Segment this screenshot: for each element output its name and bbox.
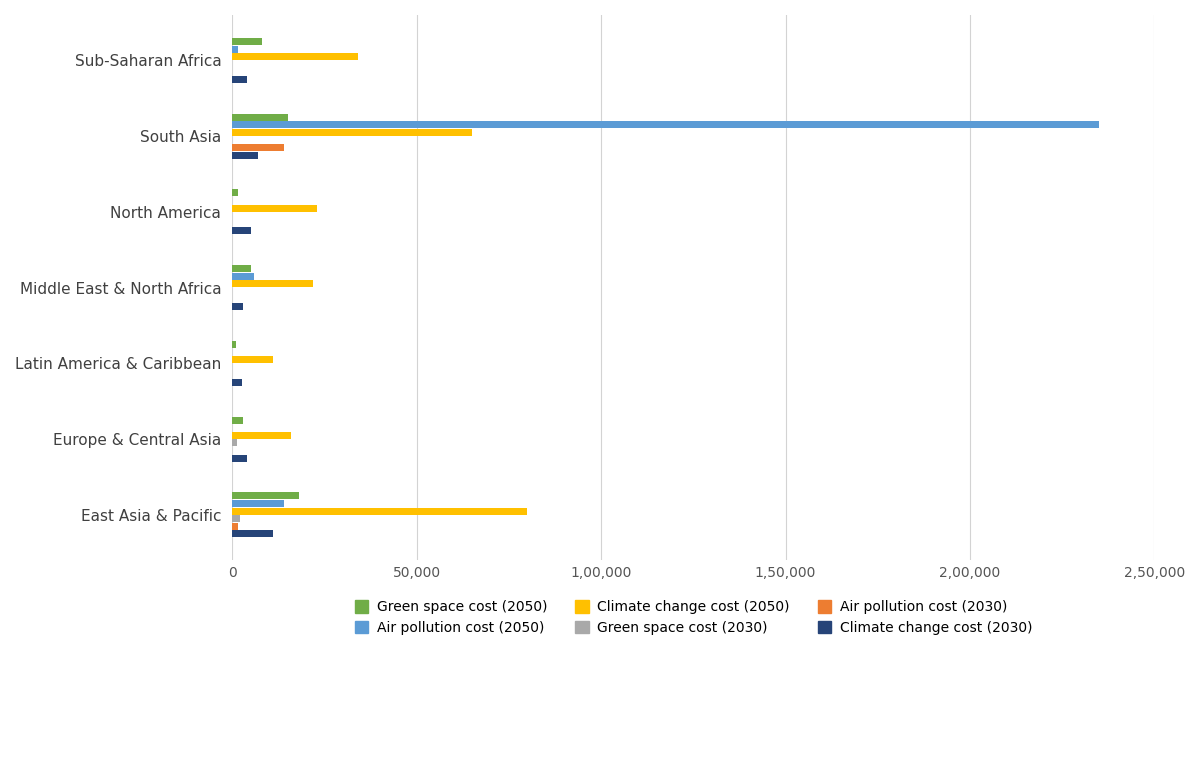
Bar: [233, 492, 299, 499]
Bar: [233, 38, 262, 45]
Bar: [233, 417, 244, 424]
Bar: [233, 341, 236, 348]
Bar: [233, 280, 313, 288]
Bar: [233, 46, 238, 53]
Bar: [233, 76, 247, 83]
Bar: [233, 113, 288, 121]
Bar: [233, 151, 258, 158]
Bar: [233, 515, 240, 522]
Bar: [233, 379, 241, 386]
Bar: [233, 431, 292, 439]
Bar: [233, 228, 251, 234]
Bar: [233, 144, 284, 151]
Bar: [233, 205, 317, 212]
Bar: [233, 272, 254, 280]
Bar: [233, 53, 358, 60]
Bar: [233, 508, 528, 514]
Bar: [233, 439, 236, 447]
Bar: [233, 129, 472, 136]
Bar: [233, 189, 238, 196]
Bar: [233, 356, 272, 363]
Bar: [233, 303, 244, 310]
Legend: Green space cost (2050), Air pollution cost (2050), Climate change cost (2050), : Green space cost (2050), Air pollution c…: [349, 594, 1038, 641]
Bar: [233, 523, 238, 530]
Bar: [233, 530, 272, 537]
Bar: [233, 121, 1099, 129]
Bar: [233, 266, 251, 272]
Bar: [233, 454, 247, 461]
Bar: [233, 500, 284, 507]
